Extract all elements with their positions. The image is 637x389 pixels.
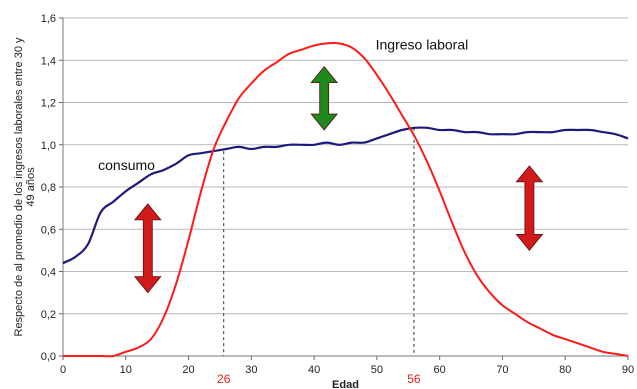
y-tick-label: 0,2: [41, 309, 56, 321]
y-axis-label-line: 49 años: [25, 167, 37, 207]
x-tick-label: 30: [245, 364, 257, 376]
double-arrow: [310, 65, 339, 131]
x-tick-label: 90: [622, 364, 634, 376]
x-tick-label: 0: [60, 364, 66, 376]
y-tick-label: 0,8: [41, 182, 56, 194]
annotations: consumo Ingreso laboral: [98, 37, 468, 173]
y-tick-label: 1,2: [41, 98, 56, 110]
series-lines: [62, 41, 629, 358]
series-line-consumo: [62, 126, 629, 265]
y-tick-label: 0,6: [41, 224, 56, 236]
y-tick-label: 1,0: [41, 140, 56, 152]
arrows: [133, 65, 544, 294]
annotation-ingreso-laboral: Ingreso laboral: [376, 37, 469, 53]
x-tick-label: 70: [496, 364, 508, 376]
y-axis-label-line: Respecto de al promedio de los ingresos …: [13, 37, 25, 337]
y-tick-label: 1,4: [41, 55, 56, 67]
y-tick-label: 1,6: [41, 13, 56, 25]
reference-label: 26: [217, 372, 231, 386]
y-tick-label: 0,4: [41, 267, 56, 279]
y-tick-label: 0,0: [41, 351, 56, 363]
x-tick-label: 10: [120, 364, 132, 376]
x-tick-label: 60: [434, 364, 446, 376]
axes: [59, 17, 629, 360]
y-axis-label: Respecto de al promedio de los ingresos …: [13, 37, 37, 337]
reference-label: 56: [407, 372, 421, 386]
x-tick-label: 20: [182, 364, 194, 376]
reference-lines: 26 56: [217, 127, 421, 386]
double-arrow: [515, 165, 544, 252]
y-tick-labels: 0,0 0,2 0,4 0,6 0,8 1,0 1,2 1,4 1,6: [41, 13, 56, 363]
x-tick-label: 50: [371, 364, 383, 376]
x-tick-labels: 0 10 20 30 40 50 60 70 80 90: [60, 364, 634, 376]
x-tick-label: 40: [308, 364, 320, 376]
x-tick-label: 80: [559, 364, 571, 376]
annotation-consumo: consumo: [98, 157, 155, 173]
x-axis-label: Edad: [332, 379, 359, 389]
series-line-ingreso-laboral: [63, 41, 629, 358]
double-arrow: [133, 203, 162, 294]
